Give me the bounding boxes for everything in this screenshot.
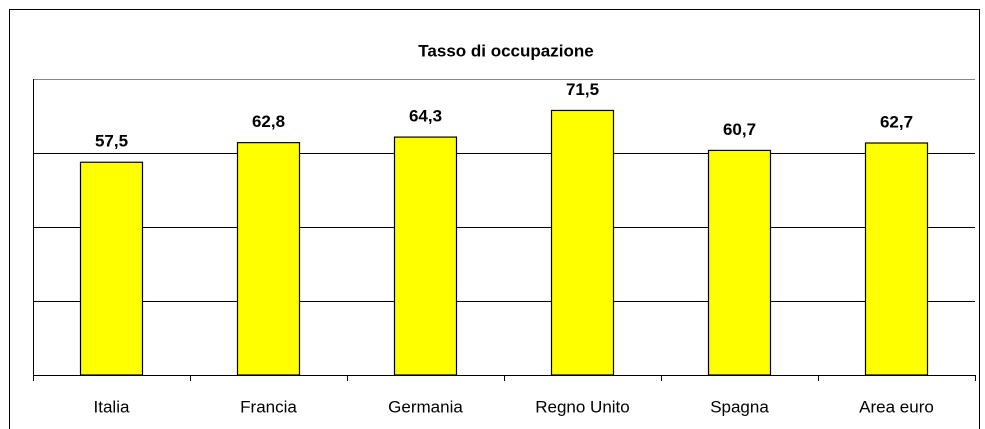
value-label: 64,3 [409, 107, 442, 126]
value-label: 60,7 [723, 120, 756, 139]
x-tick-label: Spagna [710, 397, 769, 416]
x-tick-label: Italia [94, 397, 130, 416]
value-label: 71,5 [566, 80, 599, 99]
bar [550, 109, 615, 376]
x-tick-label: Francia [240, 397, 297, 416]
x-tick-label: Area euro [859, 397, 934, 416]
chart-title: Tasso di occupazione [418, 41, 593, 60]
value-label: 62,7 [880, 112, 913, 131]
bar [236, 142, 301, 376]
x-tick-label: Germania [388, 397, 463, 416]
chart-frame [9, 9, 980, 429]
bar [79, 161, 144, 376]
bar [864, 142, 929, 376]
bar [393, 136, 458, 376]
value-label: 62,8 [252, 112, 285, 131]
value-label: 57,5 [95, 132, 128, 151]
bar [707, 149, 772, 376]
x-tick-label: Regno Unito [535, 397, 630, 416]
